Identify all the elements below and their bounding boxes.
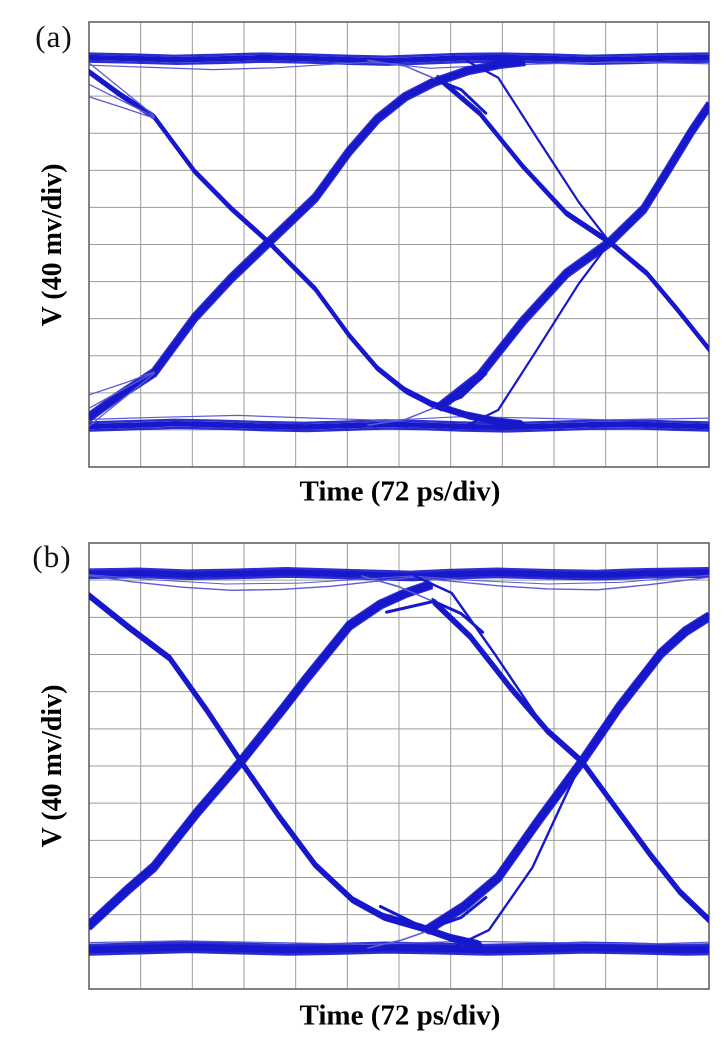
panel-a-y-axis-label: V (40 mv/div) xyxy=(37,163,68,327)
panel-a-tag: (a) xyxy=(35,19,73,54)
panel-b-y-axis-label: V (40 mv/div) xyxy=(37,684,68,848)
panel-b-tag: (b) xyxy=(32,539,72,574)
eye-traces-panel-a xyxy=(89,52,709,433)
eye-traces-panel-b xyxy=(89,567,709,956)
panel-b-x-axis-label: Time (72 ps/div) xyxy=(299,999,501,1032)
grid-panel-b xyxy=(88,542,710,990)
panel-a-x-axis-label: Time (72 ps/div) xyxy=(299,475,501,508)
